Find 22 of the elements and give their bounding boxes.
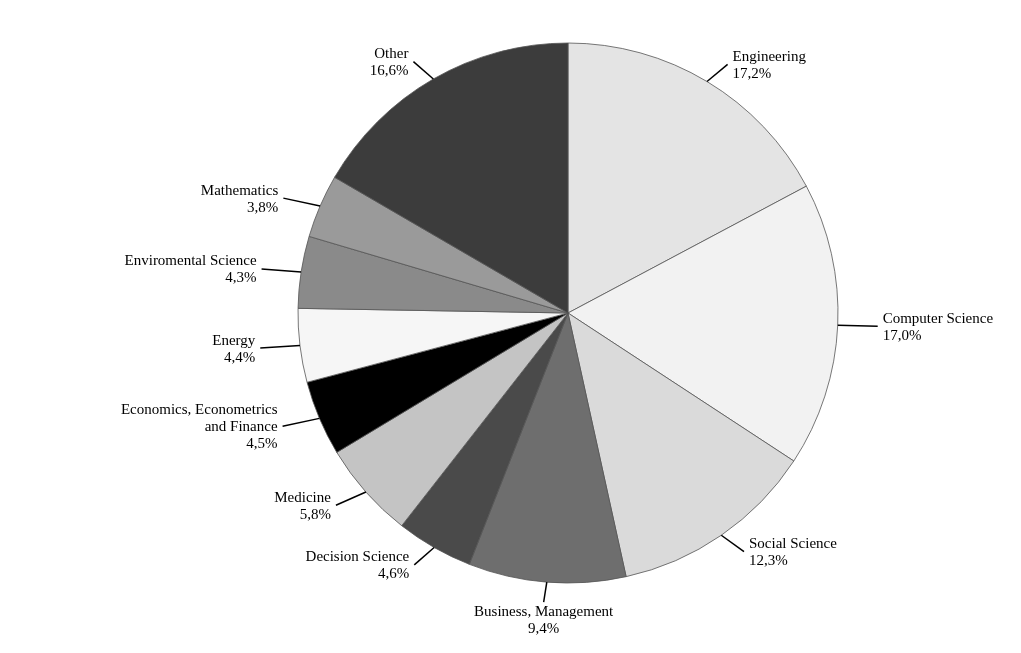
slice-label: Medicine: [274, 488, 332, 505]
data-label: 4,6%: [378, 565, 410, 582]
data-label: 5,8%: [299, 505, 331, 522]
slice-label: Decision Science: [305, 548, 410, 565]
data-label: 12,3%: [749, 552, 788, 569]
slice-label: Economics, Econometrics and Finance: [120, 401, 278, 435]
data-label: 4,5%: [246, 435, 278, 452]
data-label: 9,4%: [528, 620, 560, 637]
data-label: 17,0%: [882, 326, 922, 343]
slice-label: Computer Science: [882, 309, 994, 326]
slice-label: Social Science: [749, 535, 838, 552]
data-label: 3,8%: [247, 198, 279, 215]
data-label: 4,3%: [225, 269, 257, 286]
data-label: 4,4%: [224, 348, 256, 365]
slice-label: Enviromental Science: [124, 252, 257, 269]
slice-label: Energy: [212, 331, 256, 348]
slice-label: Engineering: [732, 47, 807, 64]
data-label: 17,2%: [732, 64, 772, 81]
slice-label: Mathematics: [200, 181, 279, 198]
slice-label: Business, Management: [474, 603, 615, 620]
data-label: 16,6%: [369, 62, 409, 79]
slice-label: Other: [374, 45, 409, 62]
